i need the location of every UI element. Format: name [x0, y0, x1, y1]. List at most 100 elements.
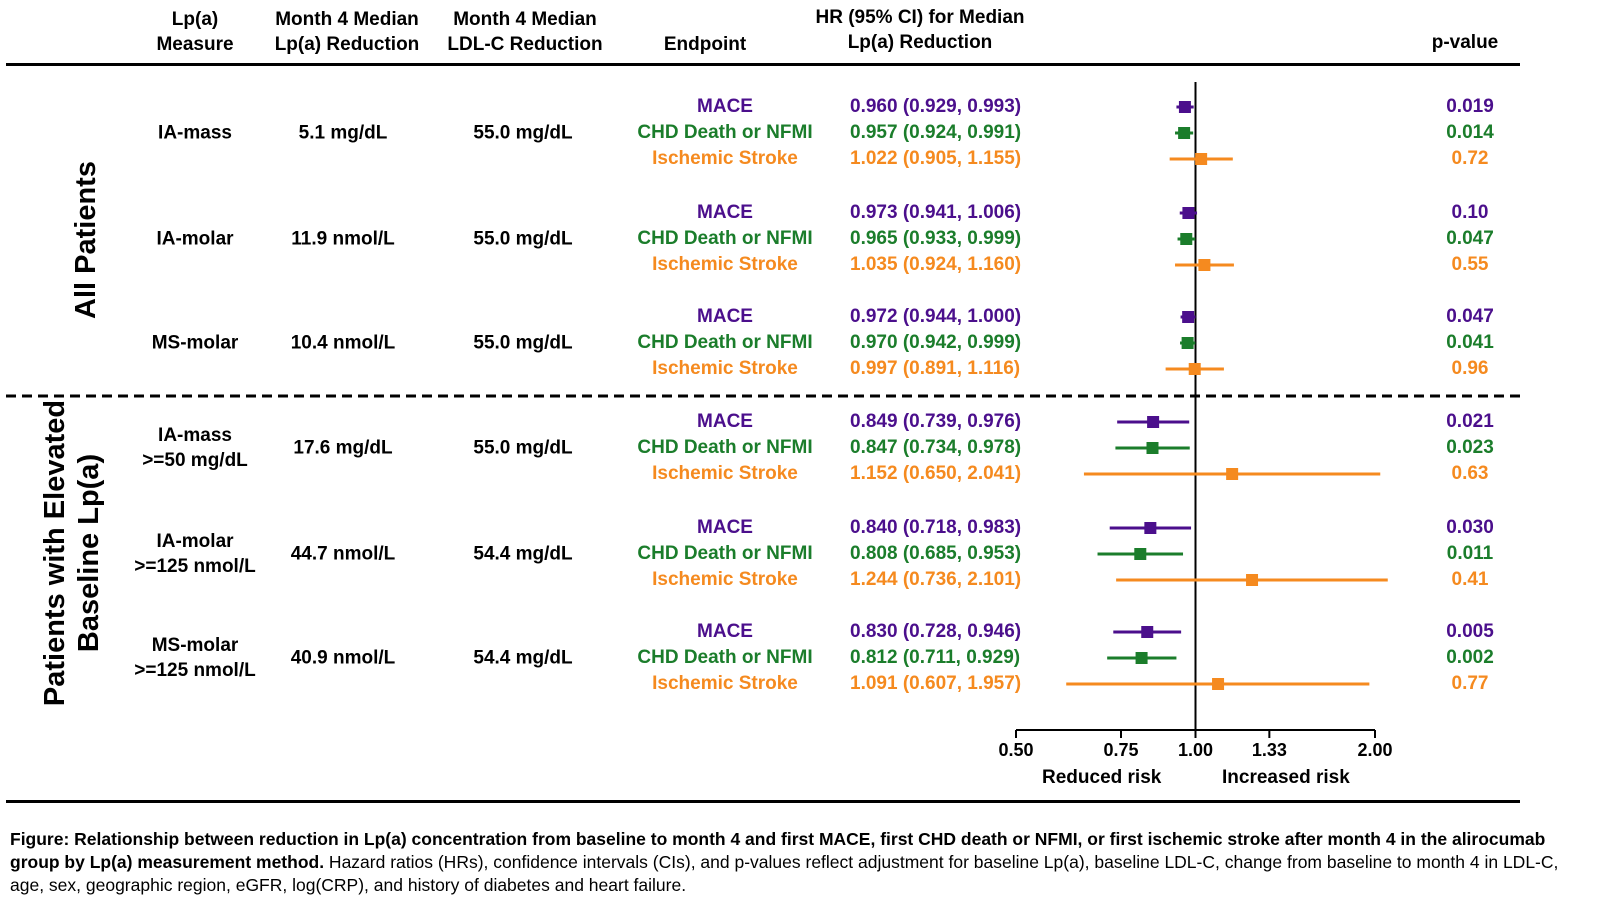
x-tick-label: 2.00: [1357, 740, 1392, 760]
endpoint-label: Ischemic Stroke: [652, 358, 798, 379]
lpa-reduction-cell: 40.9 nmol/L: [290, 647, 396, 669]
header-measure: Lp(a) Measure: [156, 9, 234, 55]
endpoint-label: CHD Death or NFMI: [637, 122, 813, 143]
ldl-reduction-cell: 55.0 mg/dL: [473, 228, 573, 250]
endpoint-label: CHD Death or NFMI: [637, 332, 813, 353]
hr-ci-label: 1.035 (0.924, 1.160): [850, 254, 1022, 275]
hr-point: [1144, 522, 1157, 534]
p-value: 0.011: [1446, 543, 1494, 564]
figure-caption: Figure: Relationship between reduction i…: [10, 828, 1590, 897]
hr-ci-label: 0.812 (0.711, 0.929): [850, 647, 1021, 668]
hr-point: [1212, 678, 1225, 690]
p-value: 0.019: [1446, 96, 1494, 117]
hr-point: [1178, 101, 1191, 113]
p-value: 0.72: [1451, 148, 1489, 169]
hr-point: [1246, 574, 1259, 586]
p-value: 0.002: [1446, 647, 1494, 668]
header-pvalue: p-value: [1431, 32, 1499, 53]
caption-normal: Hazard ratios (HRs), confidence interval…: [10, 852, 1559, 895]
lpa-reduction-cell: 17.6 mg/dL: [293, 437, 393, 459]
p-value: 0.77: [1451, 673, 1489, 694]
header-endpoint: Endpoint: [663, 34, 747, 55]
hr-ci-label: 0.840 (0.718, 0.983): [850, 517, 1022, 538]
increased-risk-label: Increased risk: [1222, 767, 1350, 788]
measure-cell: IA-molar >=125 nmol/L: [134, 531, 256, 577]
hr-point: [1182, 207, 1195, 219]
endpoint-label: MACE: [697, 306, 753, 327]
p-value: 0.55: [1451, 254, 1489, 275]
hr-ci-label: 0.970 (0.942, 0.999): [850, 332, 1022, 353]
endpoint-label: Ischemic Stroke: [652, 673, 798, 694]
endpoint-label: MACE: [697, 411, 753, 432]
hr-ci-label: 0.808 (0.685, 0.953): [850, 543, 1022, 564]
hr-ci-label: 1.244 (0.736, 2.101): [850, 569, 1022, 590]
endpoint-label: CHD Death or NFMI: [637, 437, 813, 458]
hr-ci-label: 0.960 (0.929, 0.993): [850, 96, 1022, 117]
hr-ci-label: 0.965 (0.933, 0.999): [850, 228, 1022, 249]
hr-ci-label: 1.152 (0.650, 2.041): [850, 463, 1022, 484]
measure-cell: MS-molar: [151, 332, 239, 354]
header-hr: HR (95% CI) for Median Lp(a) Reduction: [815, 7, 1025, 53]
hr-point: [1147, 416, 1160, 428]
x-tick-label: 0.50: [998, 740, 1033, 760]
p-value: 0.63: [1451, 463, 1489, 484]
lpa-reduction-cell: 5.1 mg/dL: [298, 122, 388, 144]
lpa-reduction-cell: 11.9 nmol/L: [291, 228, 395, 250]
hr-point: [1195, 153, 1208, 165]
hr-ci-label: 0.847 (0.734, 0.978): [850, 437, 1022, 458]
p-value: 0.014: [1446, 122, 1494, 143]
measure-cell: IA-molar: [156, 228, 234, 250]
hr-point: [1198, 259, 1211, 271]
endpoint-label: Ischemic Stroke: [652, 254, 798, 275]
p-value: 0.96: [1451, 358, 1489, 379]
measure-cell: IA-mass: [158, 122, 232, 144]
endpoint-label: MACE: [697, 621, 753, 642]
endpoint-label: Ischemic Stroke: [652, 463, 798, 484]
caption-bold: Figure: Relationship between reduction i…: [10, 829, 1546, 872]
hr-ci-label: 0.972 (0.944, 1.000): [850, 306, 1022, 327]
reduced-risk-label: Reduced risk: [1042, 767, 1162, 788]
hr-point: [1178, 127, 1191, 139]
ldl-reduction-cell: 54.4 mg/dL: [473, 647, 573, 669]
p-value: 0.041: [1446, 332, 1494, 353]
p-value: 0.023: [1446, 437, 1494, 458]
header-ldl-reduction: Month 4 Median LDL-C Reduction: [447, 9, 603, 55]
x-tick-label: 0.75: [1103, 740, 1138, 760]
hr-point: [1134, 548, 1147, 560]
p-value: 0.030: [1446, 517, 1494, 538]
hr-ci-label: 0.830 (0.728, 0.946): [850, 621, 1022, 642]
hr-ci-label: 0.957 (0.924, 0.991): [850, 122, 1022, 143]
endpoint-label: CHD Death or NFMI: [637, 647, 813, 668]
endpoint-label: Ischemic Stroke: [652, 148, 798, 169]
header-rule: [6, 63, 1520, 66]
p-value: 0.10: [1451, 202, 1489, 223]
measure-cell: MS-molar >=125 nmol/L: [134, 635, 256, 681]
hr-ci-label: 0.973 (0.941, 1.006): [850, 202, 1022, 223]
measure-cell: IA-mass >=50 mg/dL: [142, 425, 248, 471]
hr-point: [1146, 442, 1159, 454]
hr-ci-label: 0.849 (0.739, 0.976): [850, 411, 1022, 432]
lpa-reduction-cell: 10.4 nmol/L: [290, 332, 396, 354]
endpoint-label: CHD Death or NFMI: [637, 228, 813, 249]
caption-rule: [6, 800, 1520, 803]
endpoint-label: MACE: [697, 517, 753, 538]
endpoint-label: Ischemic Stroke: [652, 569, 798, 590]
hr-ci-label: 1.091 (0.607, 1.957): [850, 673, 1022, 694]
hr-point: [1180, 233, 1193, 245]
x-tick-label: 1.00: [1178, 740, 1213, 760]
hr-point: [1141, 626, 1154, 638]
hr-ci-label: 1.022 (0.905, 1.155): [850, 148, 1022, 169]
hr-point: [1181, 337, 1194, 349]
hr-point: [1226, 468, 1239, 480]
p-value: 0.41: [1451, 569, 1489, 590]
hr-ci-label: 0.997 (0.891, 1.116): [850, 358, 1021, 379]
ldl-reduction-cell: 55.0 mg/dL: [473, 122, 573, 144]
p-value: 0.047: [1446, 228, 1494, 249]
p-value: 0.047: [1446, 306, 1494, 327]
hr-point: [1135, 652, 1148, 664]
p-value: 0.021: [1446, 411, 1494, 432]
endpoint-label: MACE: [697, 202, 753, 223]
hr-point: [1182, 311, 1195, 323]
p-value: 0.005: [1446, 621, 1494, 642]
